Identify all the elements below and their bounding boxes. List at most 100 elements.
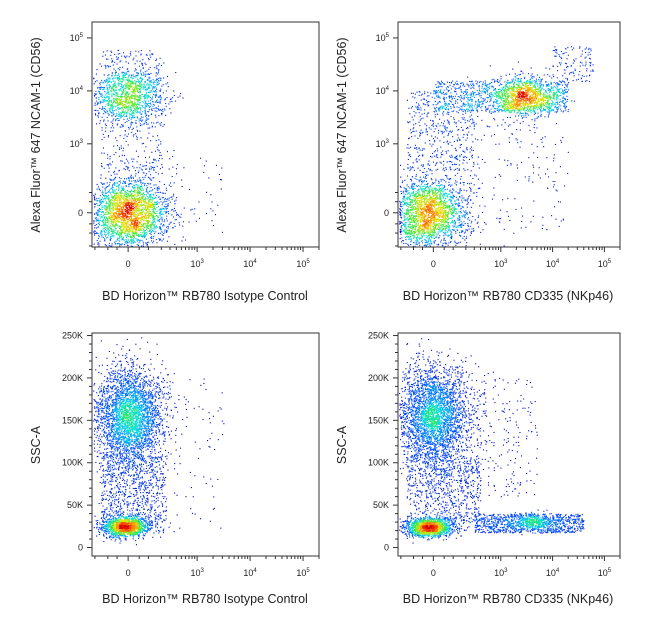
data-point [141,169,142,170]
x-tick-label: 104 [243,259,257,269]
data-point [107,237,108,238]
data-point [110,156,111,157]
data-point [115,152,116,153]
data-point [109,201,110,202]
data-point [135,93,136,94]
data-point [159,202,160,203]
data-point [124,225,125,226]
data-point [121,209,122,210]
data-point [158,145,159,146]
data-point [160,143,161,144]
data-point [115,208,116,209]
data-point [107,82,108,83]
data-point [132,198,133,199]
data-point [126,166,127,167]
data-point [553,186,554,187]
data-point [99,112,100,113]
data-point [133,180,134,181]
data-point [576,79,577,80]
data-point [151,207,152,208]
data-point [470,191,471,192]
data-point [138,202,139,203]
data-point [500,218,501,219]
data-point [137,198,138,199]
data-point [512,69,513,70]
data-point [135,86,136,87]
data-point [425,142,426,143]
data-point [112,60,113,61]
data-point [102,117,103,118]
data-point [194,208,195,209]
data-point [137,61,138,62]
data-point [105,178,106,179]
data-point [155,159,156,160]
data-point [446,151,447,152]
data-point [119,156,120,157]
data-point [164,211,165,212]
data-point [151,236,152,237]
data-point [118,82,119,83]
data-point [114,230,115,231]
data-point [173,217,174,218]
data-point [118,99,119,100]
data-point [558,201,559,202]
data-point [153,83,154,84]
data-point [459,169,460,170]
data-point [460,236,461,237]
data-point [119,215,120,216]
data-point [159,155,160,156]
data-point [159,199,160,200]
data-point [430,93,431,94]
data-point [571,46,572,47]
data-point [113,65,114,66]
data-point [131,184,132,185]
data-point [112,226,113,227]
data-point [150,81,151,82]
data-point [134,197,135,198]
data-point [110,131,111,132]
data-point [133,59,134,60]
data-point [152,101,153,102]
data-point [152,167,153,168]
data-point [140,125,141,126]
data-point [168,227,169,228]
data-point [521,141,522,142]
data-point [155,209,156,210]
data-point [159,209,160,210]
data-point [138,99,139,100]
data-point [464,182,465,183]
data-point [122,243,123,244]
data-point [99,123,100,124]
data-point [146,105,147,106]
data-point [124,107,125,108]
data-point [165,211,166,212]
data-point [135,217,136,218]
data-point [515,116,516,117]
data-point [146,70,147,71]
data-point [148,199,149,200]
data-point [135,51,136,52]
data-point [158,109,159,110]
data-point [175,226,176,227]
data-point [120,160,121,161]
data-point [407,184,408,185]
data-point [462,163,463,164]
data-point [192,209,193,210]
data-point [133,218,134,219]
data-point [150,202,151,203]
data-point [443,125,444,126]
data-point [107,226,108,227]
data-point [206,213,207,214]
data-point [143,102,144,103]
data-point [114,190,115,191]
data-point [516,209,517,210]
data-point [99,108,100,109]
data-point [127,221,128,222]
data-point [153,225,154,226]
data-point [119,233,120,234]
data-point [128,231,129,232]
data-point [151,240,152,241]
data-point [118,197,119,198]
data-point [124,89,125,90]
data-point [426,125,427,126]
